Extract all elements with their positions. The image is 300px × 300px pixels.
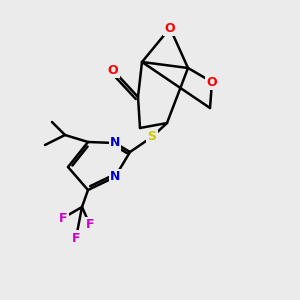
Text: N: N (110, 136, 120, 149)
Text: F: F (59, 212, 67, 224)
Text: S: S (148, 130, 157, 143)
Text: O: O (207, 76, 217, 88)
Text: F: F (72, 232, 80, 244)
Text: N: N (110, 170, 120, 184)
Text: O: O (108, 64, 118, 76)
Text: F: F (86, 218, 94, 232)
Text: O: O (165, 22, 175, 34)
